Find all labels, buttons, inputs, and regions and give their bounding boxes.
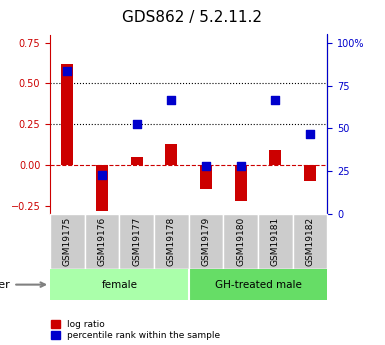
Text: female: female xyxy=(101,280,137,289)
Text: GSM19176: GSM19176 xyxy=(97,217,107,266)
Text: GSM19177: GSM19177 xyxy=(132,217,141,266)
Text: GSM19180: GSM19180 xyxy=(236,217,245,266)
Legend: log ratio, percentile rank within the sample: log ratio, percentile rank within the sa… xyxy=(51,319,220,341)
Bar xyxy=(131,157,143,165)
FancyBboxPatch shape xyxy=(258,214,293,269)
Bar xyxy=(200,165,212,189)
Point xyxy=(272,98,278,103)
FancyBboxPatch shape xyxy=(293,214,327,269)
FancyBboxPatch shape xyxy=(50,214,85,269)
Text: other: other xyxy=(0,280,45,289)
Point xyxy=(203,163,209,169)
FancyBboxPatch shape xyxy=(223,214,258,269)
Point xyxy=(168,98,174,103)
Point xyxy=(64,68,70,74)
Text: GDS862 / 5.2.11.2: GDS862 / 5.2.11.2 xyxy=(122,10,263,25)
FancyBboxPatch shape xyxy=(189,214,223,269)
Text: GSM19178: GSM19178 xyxy=(167,217,176,266)
FancyBboxPatch shape xyxy=(50,269,189,300)
Text: GH-treated male: GH-treated male xyxy=(214,280,301,289)
Bar xyxy=(165,144,177,165)
FancyBboxPatch shape xyxy=(85,214,119,269)
Point xyxy=(99,172,105,177)
Text: GSM19182: GSM19182 xyxy=(305,217,315,266)
Point xyxy=(238,163,244,169)
Text: GSM19175: GSM19175 xyxy=(63,217,72,266)
Bar xyxy=(234,165,247,201)
Bar xyxy=(96,165,108,211)
Text: GSM19179: GSM19179 xyxy=(201,217,211,266)
FancyBboxPatch shape xyxy=(119,214,154,269)
Text: GSM19181: GSM19181 xyxy=(271,217,280,266)
Bar xyxy=(304,165,316,181)
Point xyxy=(307,132,313,137)
FancyBboxPatch shape xyxy=(189,269,327,300)
FancyBboxPatch shape xyxy=(154,214,189,269)
Bar xyxy=(61,64,74,165)
Point xyxy=(134,121,140,127)
Bar xyxy=(269,150,281,165)
